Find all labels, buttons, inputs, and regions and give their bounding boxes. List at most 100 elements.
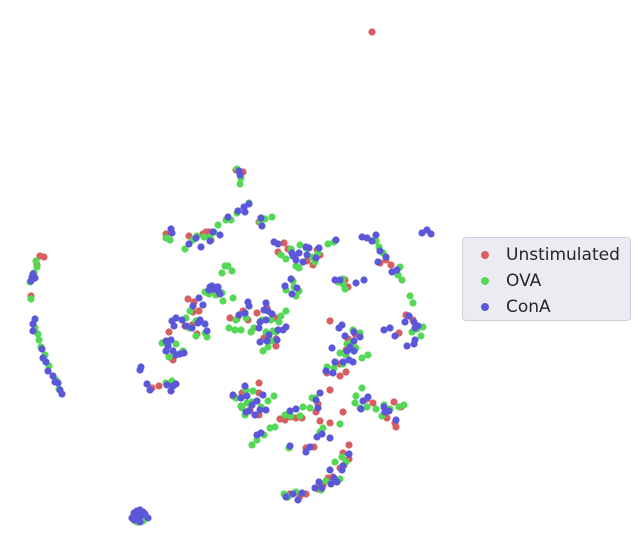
point-cona: [251, 411, 259, 419]
point-cona: [336, 276, 344, 284]
point-cona: [255, 324, 263, 332]
point-unstimulated: [345, 441, 353, 449]
point-unstimulated: [339, 408, 347, 416]
point-cona: [385, 407, 393, 415]
point-cona: [256, 406, 264, 414]
point-cona: [350, 347, 358, 355]
point-ova: [372, 405, 380, 413]
point-ova: [165, 353, 173, 361]
point-cona: [29, 327, 37, 335]
point-unstimulated: [326, 317, 334, 325]
point-cona: [234, 207, 242, 215]
point-cona: [144, 514, 152, 522]
point-unstimulated: [326, 386, 334, 394]
point-unstimulated: [281, 416, 289, 424]
point-ova: [219, 297, 227, 305]
point-ova: [296, 412, 304, 420]
point-ova: [331, 458, 339, 466]
point-ova: [236, 180, 244, 188]
point-cona: [281, 282, 289, 290]
legend-marker-cona: [481, 303, 489, 311]
point-cona: [405, 312, 413, 320]
point-ova: [253, 436, 261, 444]
point-cona: [143, 380, 151, 388]
point-ova: [32, 257, 40, 265]
point-cona: [372, 231, 380, 239]
point-cona: [162, 337, 170, 345]
point-ova: [268, 213, 276, 221]
point-ova: [231, 326, 239, 334]
point-cona: [245, 407, 253, 415]
point-ova: [352, 392, 360, 400]
point-cona: [196, 316, 204, 324]
legend-label-ova: OVA: [506, 271, 542, 291]
point-ova: [249, 387, 257, 395]
point-cona: [262, 299, 270, 307]
point-ova: [398, 276, 406, 284]
point-cona: [393, 266, 401, 274]
point-cona: [235, 167, 243, 175]
point-ova: [221, 262, 229, 270]
point-cona: [241, 309, 249, 317]
point-ova: [218, 269, 226, 277]
point-cona: [229, 391, 237, 399]
point-cona: [350, 328, 358, 336]
point-cona: [326, 434, 334, 442]
point-unstimulated: [155, 382, 163, 390]
point-cona: [327, 480, 335, 488]
point-ova: [358, 384, 366, 392]
point-cona: [294, 496, 302, 504]
point-cona: [31, 274, 39, 282]
point-cona: [265, 331, 273, 339]
legend-item-unstimulated: Unstimulated: [463, 242, 630, 268]
point-cona: [268, 310, 276, 318]
point-cona: [318, 430, 326, 438]
legend-label-cona: ConA: [506, 297, 551, 317]
point-cona: [338, 321, 346, 329]
point-unstimulated: [272, 342, 280, 350]
point-cona: [359, 397, 367, 405]
point-ova: [338, 453, 346, 461]
point-cona: [303, 251, 311, 259]
point-cona: [258, 222, 266, 230]
point-cona: [289, 490, 297, 498]
point-ova: [214, 221, 222, 229]
point-cona: [39, 354, 47, 362]
point-cona: [138, 511, 146, 519]
point-unstimulated: [255, 379, 263, 387]
point-cona: [205, 286, 213, 294]
point-ova: [409, 299, 417, 307]
point-cona: [380, 326, 388, 334]
point-cona: [132, 511, 140, 519]
point-cona: [427, 230, 435, 238]
point-ova: [172, 340, 180, 348]
point-cona: [363, 234, 371, 242]
point-cona: [163, 381, 171, 389]
point-unstimulated: [280, 239, 288, 247]
point-cona: [287, 275, 295, 283]
legend-marker-ova: [481, 277, 489, 285]
point-cona: [293, 284, 301, 292]
point-cona: [288, 290, 296, 298]
point-cona: [192, 234, 200, 242]
point-ova: [162, 234, 170, 242]
point-ova: [324, 240, 332, 248]
point-ova: [237, 326, 245, 334]
point-cona: [392, 416, 400, 424]
point-unstimulated: [165, 328, 173, 336]
point-cona: [241, 382, 249, 390]
point-cona: [410, 318, 418, 326]
point-cona: [299, 258, 307, 266]
point-ova: [35, 336, 43, 344]
point-ova: [417, 332, 425, 340]
legend-label-unstimulated: Unstimulated: [506, 245, 620, 265]
point-cona: [314, 404, 322, 412]
point-unstimulated: [390, 398, 398, 406]
point-ova: [33, 263, 41, 271]
point-cona: [364, 393, 372, 401]
point-cona: [339, 358, 347, 366]
point-cona: [318, 484, 326, 492]
point-cona: [189, 302, 197, 310]
point-cona: [330, 474, 338, 482]
point-cona: [326, 466, 334, 474]
